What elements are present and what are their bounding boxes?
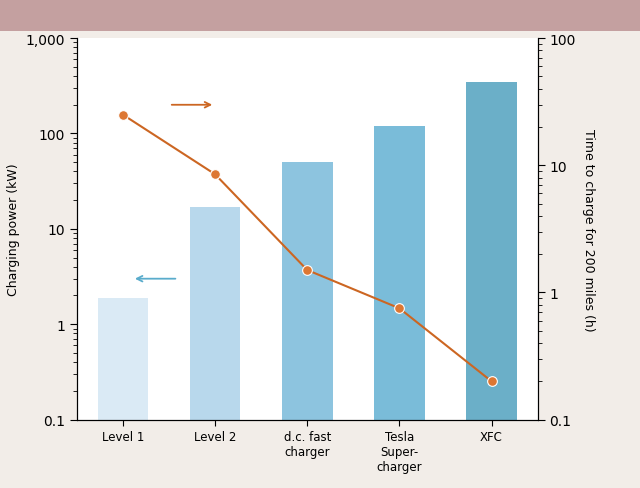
- Bar: [282, 163, 333, 488]
- Y-axis label: Time to charge for 200 miles (h): Time to charge for 200 miles (h): [582, 128, 595, 330]
- Bar: [374, 127, 425, 488]
- Bar: [466, 82, 517, 488]
- Text: a: a: [17, 14, 28, 31]
- Y-axis label: Charging power (kW): Charging power (kW): [7, 163, 20, 296]
- Bar: [189, 207, 241, 488]
- Bar: [97, 298, 148, 488]
